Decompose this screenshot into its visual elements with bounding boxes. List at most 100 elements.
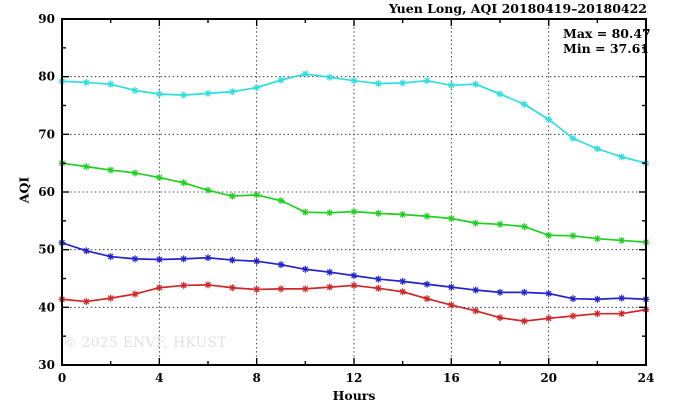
y-tick-label: 70 (38, 127, 55, 141)
y-tick-label: 30 (38, 358, 55, 372)
series-green-marker (277, 197, 285, 205)
series-red-marker (374, 284, 382, 292)
series-blue-marker (447, 283, 455, 291)
series-red-marker (447, 301, 455, 309)
chart-title: Yuen Long, AQI 20180419–20180422 (388, 1, 647, 16)
series-green-marker (82, 163, 90, 171)
series-blue-marker (496, 288, 504, 296)
series-cyan-marker (155, 90, 163, 98)
series-red-marker (399, 288, 407, 296)
series-blue-marker (155, 255, 163, 263)
series-cyan-marker (545, 115, 553, 123)
series-blue-marker (301, 265, 309, 273)
series-red-marker (107, 294, 115, 302)
series-blue-marker (180, 255, 188, 263)
series-cyan-marker (131, 87, 139, 95)
watermark: © 2025 ENVF, HKUST (63, 335, 227, 351)
series-green-marker (399, 210, 407, 218)
y-tick-label: 90 (38, 12, 55, 26)
series-red-marker (180, 281, 188, 289)
series-cyan-marker (180, 91, 188, 99)
series-red-marker (155, 284, 163, 292)
series-blue-marker (277, 261, 285, 269)
series-red-marker (569, 312, 577, 320)
series-blue-marker (569, 295, 577, 303)
series-cyan-marker (107, 80, 115, 88)
series-green-marker (618, 236, 626, 244)
x-tick-label: 20 (540, 371, 557, 385)
series-red-marker (618, 310, 626, 318)
series-cyan-marker (472, 80, 480, 88)
x-tick-label: 4 (155, 371, 163, 385)
series-blue-marker (228, 256, 236, 264)
series-cyan-marker (496, 90, 504, 98)
series-green-marker (326, 209, 334, 217)
series-cyan-marker (326, 73, 334, 81)
y-axis-label: AQI (16, 176, 32, 204)
min-annotation: Min = 37.61 (563, 41, 649, 56)
series-blue-marker (374, 275, 382, 283)
series-red-marker (131, 290, 139, 298)
series-green-marker (301, 208, 309, 216)
series-green-marker (496, 220, 504, 228)
x-tick-label: 12 (346, 371, 363, 385)
y-tick-label: 50 (38, 243, 55, 257)
series-red-marker (593, 310, 601, 318)
series-green-marker (569, 232, 577, 240)
series-green-marker (228, 192, 236, 200)
series-cyan-marker (374, 80, 382, 88)
x-tick-label: 24 (638, 371, 655, 385)
series-blue-marker (253, 257, 261, 265)
max-min-annotation: Max = 80.47 Min = 37.61 (563, 26, 651, 56)
series-blue-marker (350, 272, 358, 280)
series-green-marker (447, 215, 455, 223)
series-cyan-marker (253, 84, 261, 92)
series-blue-marker (520, 288, 528, 296)
series-blue-marker (472, 286, 480, 294)
series-blue-marker (326, 268, 334, 276)
x-tick-label: 16 (443, 371, 460, 385)
series-green-marker (520, 223, 528, 231)
series-cyan-marker (228, 88, 236, 96)
series-cyan-marker (447, 81, 455, 89)
y-tick-label: 80 (38, 70, 55, 84)
plot-frame (61, 18, 647, 366)
series-blue-marker (204, 254, 212, 262)
series-red-marker (423, 295, 431, 303)
series-blue-marker (82, 247, 90, 255)
x-axis-label: Hours (332, 388, 376, 403)
series-cyan-marker (593, 145, 601, 153)
series-cyan-marker (423, 77, 431, 85)
series-blue-marker (618, 294, 626, 302)
series-blue-marker (423, 280, 431, 288)
y-tick-label: 60 (38, 185, 55, 199)
series-red-marker (472, 307, 480, 315)
series-blue-marker (131, 255, 139, 263)
series-blue-marker (399, 277, 407, 285)
series-cyan-marker (569, 134, 577, 142)
series-green-marker (593, 235, 601, 243)
series-cyan-marker (277, 76, 285, 84)
series-green-marker (131, 169, 139, 177)
series-red-marker (496, 314, 504, 322)
max-annotation: Max = 80.47 (563, 26, 651, 41)
series-red-marker (326, 283, 334, 291)
series-cyan-marker (204, 89, 212, 97)
series-cyan-marker (301, 70, 309, 78)
series-red-marker (82, 298, 90, 306)
series-red-marker (545, 314, 553, 322)
y-tick-label: 40 (38, 300, 55, 314)
series-red-marker (277, 285, 285, 293)
series-cyan-marker (82, 78, 90, 86)
series-green-marker (423, 212, 431, 220)
series-blue-marker (593, 295, 601, 303)
series-red-marker (253, 285, 261, 293)
series-cyan-marker (350, 77, 358, 85)
series-red-marker (204, 281, 212, 289)
series-green-marker (107, 166, 115, 174)
series-red-marker (301, 285, 309, 293)
series-green-marker (204, 186, 212, 194)
series-cyan-marker (618, 153, 626, 161)
